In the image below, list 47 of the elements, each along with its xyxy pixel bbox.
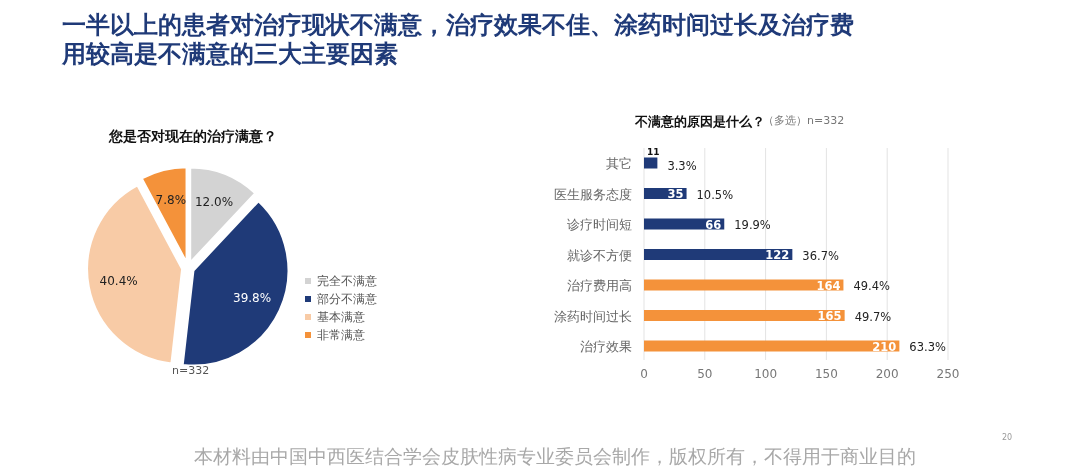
data-label: 40.4% [99, 274, 138, 289]
data-label: 11 [647, 147, 660, 157]
text: n=332 [172, 364, 210, 377]
annotation: 49.7% [854, 309, 892, 324]
legend-label: 完全不满意 [317, 274, 377, 288]
data-label: 7.8% [155, 192, 187, 207]
legend-label: 基本满意 [317, 310, 365, 324]
annotation: 3.3% [667, 159, 697, 173]
text: 本材料由中国中西医结合学会皮肤性病专业委员会制作，版权所有，不得用于商业目的 [194, 445, 916, 467]
bar [644, 249, 793, 260]
chart-subtitle: （多选）n=332 [763, 114, 845, 127]
annotation: 19.9% [734, 218, 771, 232]
data-label: 164 [816, 278, 841, 293]
bar [644, 310, 845, 321]
text: 20 [1001, 433, 1013, 442]
annotation: 10.5% [696, 187, 734, 202]
x-tick-label: 100 [754, 367, 778, 381]
bar [644, 157, 658, 169]
annotation: 49.4% [853, 279, 891, 293]
text: 一半以上的患者对治疗现状不满意，治疗效果不佳、涂药时间过长及治疗费用较高是不满意的三大主要因素 [61, 11, 854, 68]
data-label: 210 [872, 339, 897, 354]
chart-title: 您是否对现在的治疗满意？ [108, 128, 277, 144]
bar [644, 279, 844, 291]
y-tick-label: 诊疗时间短 [567, 217, 632, 232]
data-label: 39.8% [233, 290, 272, 305]
annotation: 36.7% [802, 248, 839, 263]
data-label: 12.0% [194, 195, 234, 210]
bar [644, 340, 900, 352]
y-tick-label: 医生服务态度 [554, 186, 632, 202]
y-tick-label: 治疗费用高 [567, 278, 632, 293]
data-label: 35 [667, 187, 684, 201]
x-tick-label: 200 [875, 367, 899, 381]
x-tick-label: 250 [936, 367, 960, 381]
annotation: 63.3% [909, 340, 946, 354]
data-label: 122 [765, 248, 790, 262]
x-tick-label: 50 [697, 367, 713, 381]
data-label: 66 [705, 217, 722, 232]
x-tick-label: 150 [814, 367, 838, 381]
y-tick-label: 就诊不方便 [567, 247, 632, 263]
y-tick-label: 涂药时间过长 [554, 308, 632, 324]
y-tick-label: 其它 [606, 156, 632, 171]
y-tick-label: 治疗效果 [580, 339, 632, 354]
legend-label: 部分不满意 [317, 292, 377, 306]
chart-title: 不满意的原因是什么？ [634, 114, 765, 129]
data-label: 165 [817, 309, 842, 323]
x-tick-label: 0 [640, 367, 648, 381]
legend-label: 非常满意 [317, 328, 365, 342]
